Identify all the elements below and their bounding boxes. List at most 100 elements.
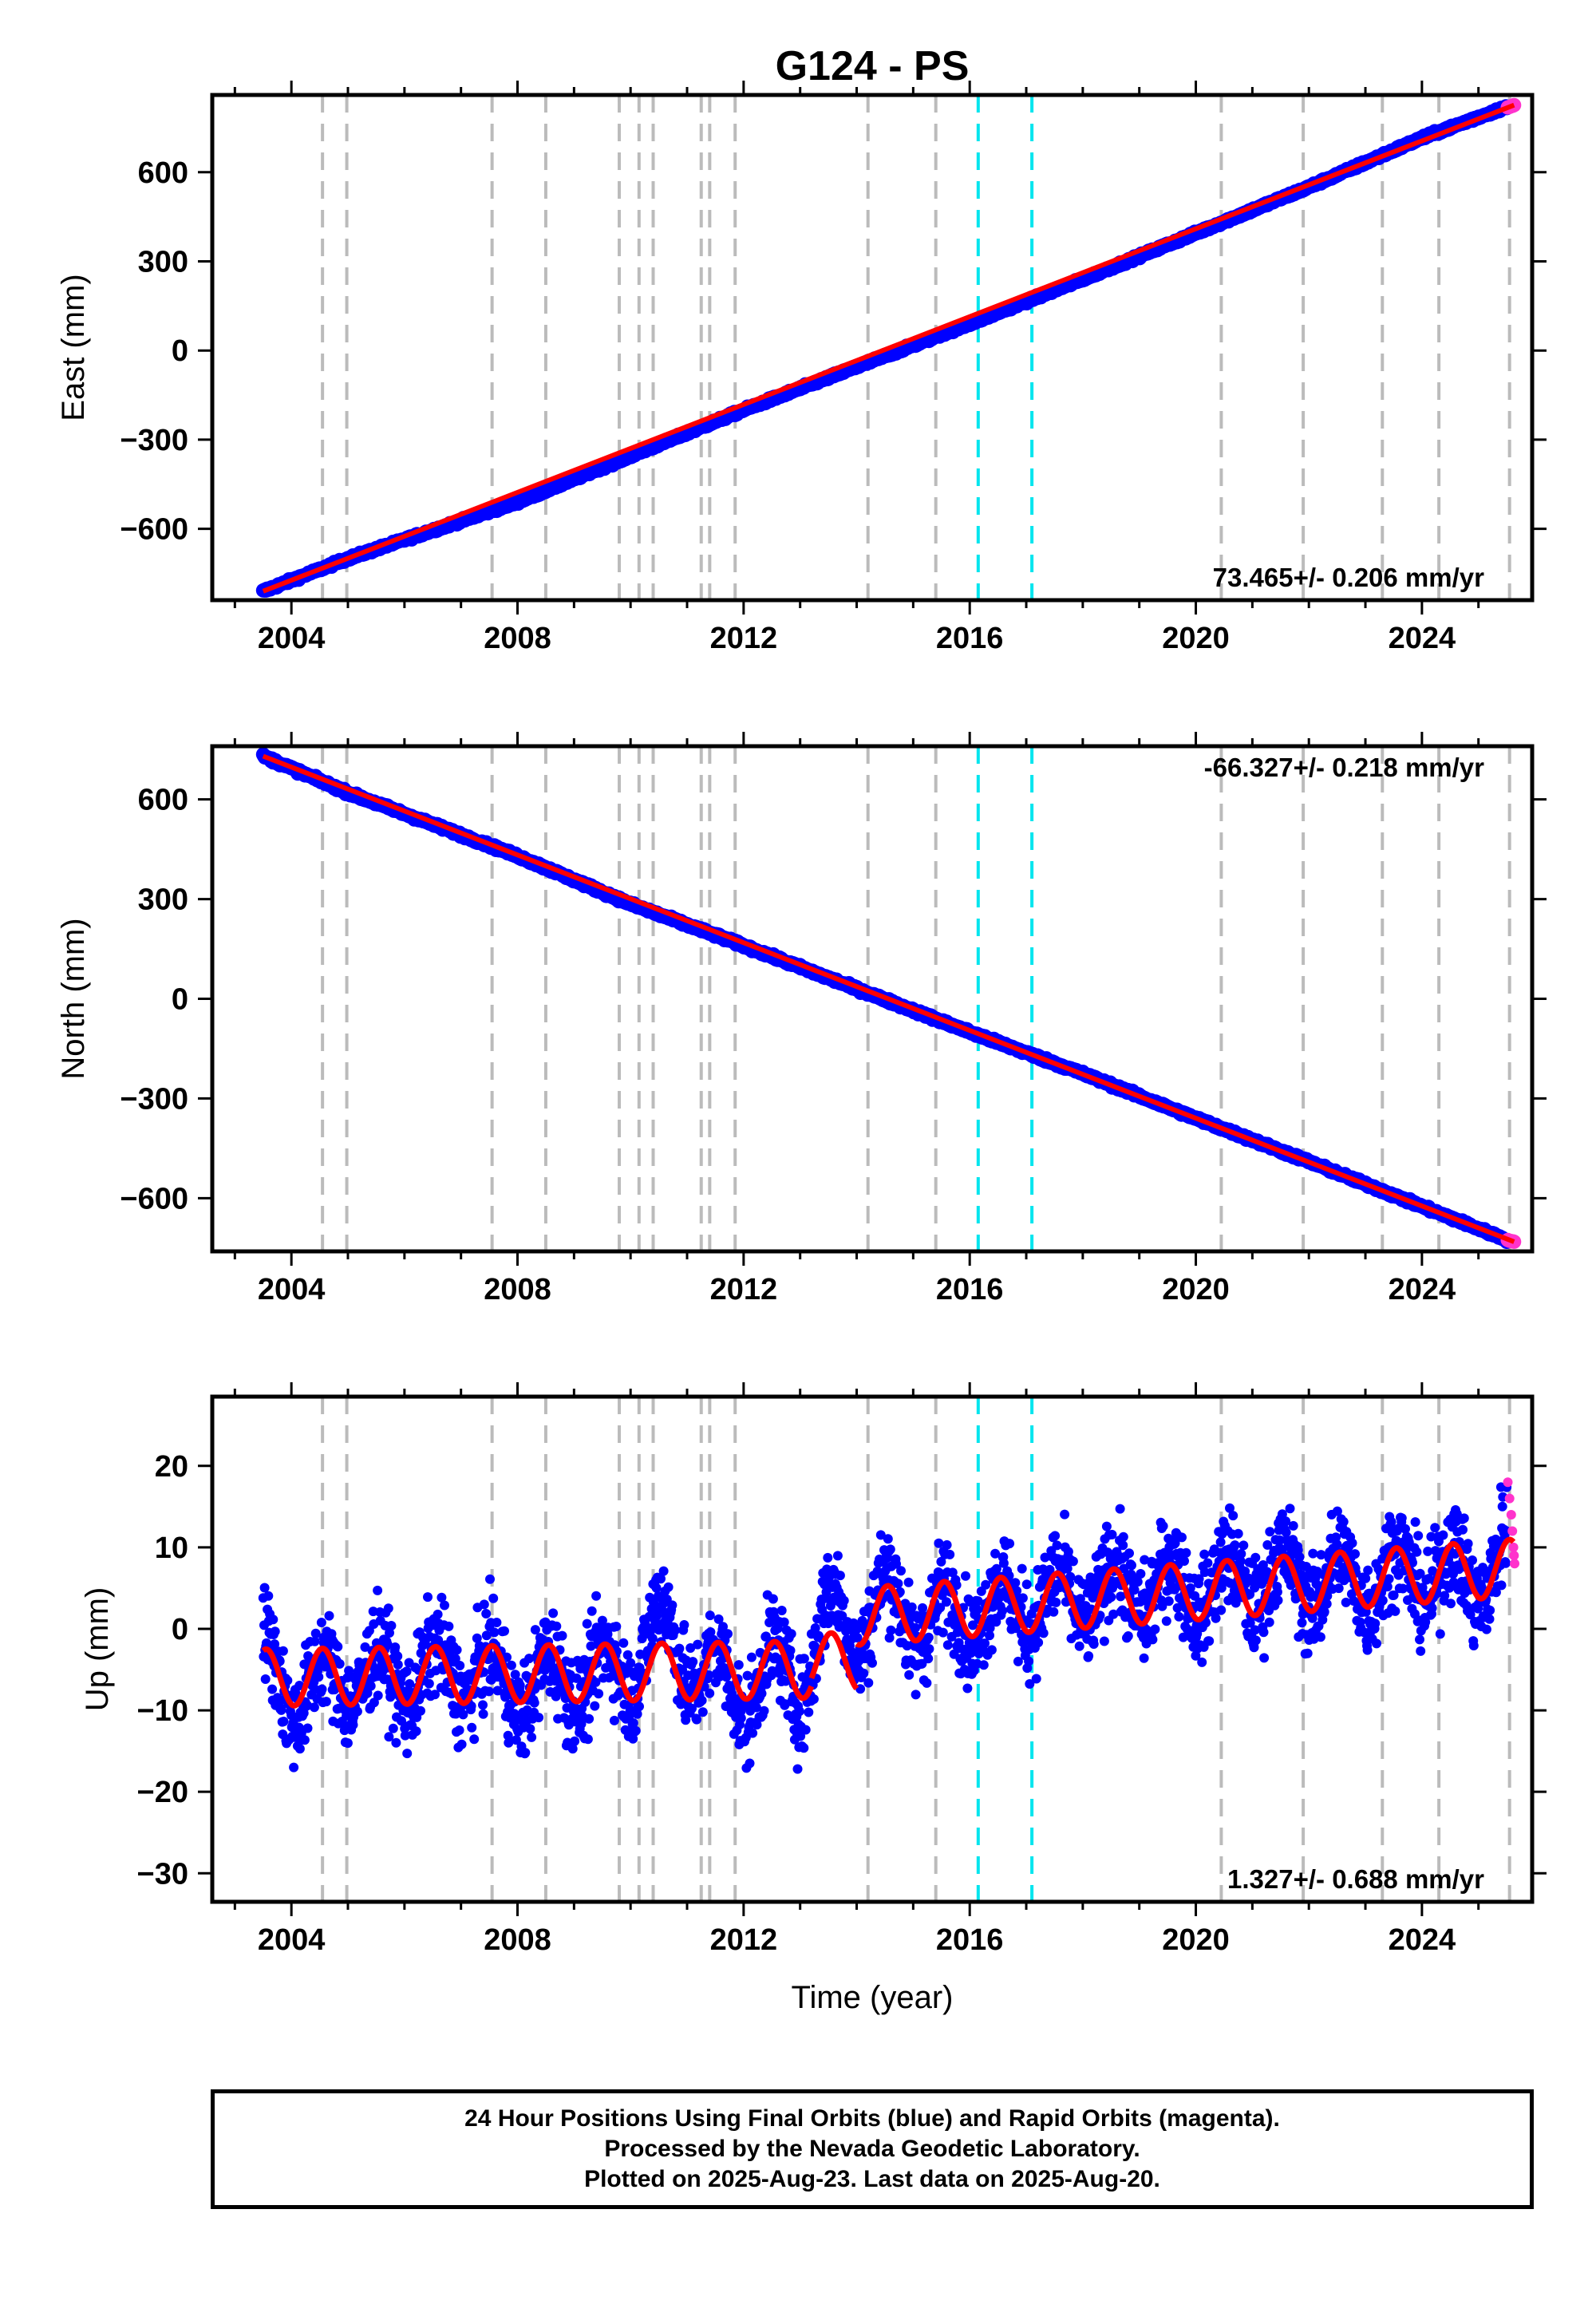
final-orbit-point bbox=[685, 1643, 696, 1653]
final-orbit-point bbox=[942, 1640, 953, 1650]
final-orbit-point bbox=[1045, 1564, 1055, 1575]
final-orbit-point bbox=[799, 1654, 809, 1664]
final-orbit-point bbox=[667, 1600, 678, 1611]
x-tick-label: 2012 bbox=[710, 622, 778, 655]
final-orbit-point bbox=[628, 1718, 638, 1728]
final-orbit-point bbox=[310, 1628, 321, 1638]
final-orbit-point bbox=[268, 1614, 279, 1625]
final-orbit-point bbox=[278, 1646, 288, 1656]
final-orbit-point bbox=[885, 1544, 895, 1555]
x-tick-label: 2016 bbox=[936, 1273, 1004, 1306]
final-orbit-point bbox=[489, 1627, 500, 1638]
final-orbit-point bbox=[705, 1611, 715, 1621]
final-orbit-point bbox=[1197, 1657, 1207, 1667]
final-orbit-point bbox=[299, 1735, 310, 1745]
final-orbit-point bbox=[570, 1736, 580, 1746]
final-orbit-point bbox=[751, 1702, 761, 1713]
final-orbit-point bbox=[524, 1654, 535, 1664]
x-tick-label: 2020 bbox=[1162, 1273, 1230, 1306]
final-orbit-point bbox=[966, 1648, 976, 1658]
final-orbit-point bbox=[602, 1629, 613, 1639]
final-orbit-point bbox=[321, 1697, 331, 1707]
final-orbit-point bbox=[670, 1625, 680, 1635]
final-orbit-point bbox=[467, 1722, 477, 1733]
final-orbit-point bbox=[298, 1708, 309, 1718]
x-tick-label: 2004 bbox=[258, 1273, 326, 1306]
final-orbit-point bbox=[433, 1609, 443, 1619]
final-orbit-point bbox=[270, 1639, 280, 1650]
x-tick-label: 2024 bbox=[1389, 1273, 1456, 1306]
final-orbit-point bbox=[384, 1732, 394, 1742]
final-orbit-point bbox=[1199, 1549, 1210, 1559]
final-orbit-point bbox=[478, 1709, 488, 1719]
final-orbit-point bbox=[1033, 1638, 1044, 1648]
final-orbit-point bbox=[310, 1636, 320, 1646]
final-orbit-point bbox=[1010, 1578, 1021, 1588]
final-orbit-point bbox=[1031, 1674, 1041, 1684]
final-orbit-point bbox=[1116, 1591, 1126, 1602]
final-orbit-point bbox=[500, 1626, 509, 1636]
final-orbit-point bbox=[998, 1606, 1008, 1616]
final-orbit-point bbox=[294, 1681, 305, 1690]
final-orbit-point bbox=[1052, 1540, 1062, 1551]
final-orbit-point bbox=[485, 1574, 495, 1584]
final-orbit-point bbox=[591, 1591, 602, 1601]
up-plot-area bbox=[258, 1397, 1519, 1902]
final-orbit-point bbox=[484, 1686, 494, 1697]
final-orbit-point bbox=[780, 1676, 791, 1686]
final-orbit-point bbox=[986, 1645, 997, 1655]
x-tick-label: 2020 bbox=[1162, 622, 1230, 655]
final-orbit-point bbox=[1063, 1547, 1073, 1557]
final-orbit-point bbox=[1118, 1531, 1128, 1542]
final-orbit-point bbox=[481, 1630, 492, 1641]
final-orbit-point bbox=[978, 1660, 989, 1670]
final-orbit-point bbox=[891, 1559, 901, 1569]
final-orbit-point bbox=[759, 1705, 769, 1716]
final-orbit-point bbox=[823, 1552, 833, 1563]
final-orbit-point bbox=[692, 1714, 701, 1725]
final-orbit-point bbox=[402, 1749, 413, 1759]
final-orbit-point bbox=[923, 1632, 934, 1642]
panels: 2004 2008 2012 2016 2020 2024−600−3000300600E… bbox=[56, 81, 1547, 1957]
final-orbit-point bbox=[548, 1608, 559, 1618]
final-orbit-point bbox=[1068, 1556, 1078, 1567]
final-orbit-point bbox=[454, 1725, 464, 1735]
final-orbit-point bbox=[609, 1715, 619, 1725]
final-orbit-point bbox=[472, 1633, 482, 1643]
east-frame bbox=[210, 93, 1535, 603]
final-orbit-point bbox=[705, 1627, 716, 1637]
final-orbit-point bbox=[1170, 1538, 1180, 1548]
final-orbit-point bbox=[259, 1583, 270, 1593]
final-orbit-point bbox=[985, 1630, 994, 1641]
final-orbit-point bbox=[520, 1748, 531, 1758]
final-orbit-point bbox=[416, 1705, 425, 1716]
north-y-axis-label: North (mm) bbox=[56, 918, 91, 1079]
final-orbit-point bbox=[808, 1694, 819, 1704]
final-orbit-point bbox=[693, 1639, 703, 1650]
final-orbit-point bbox=[1107, 1529, 1117, 1539]
final-orbit-point bbox=[800, 1725, 811, 1735]
final-orbit-point bbox=[647, 1634, 658, 1643]
final-orbit-point bbox=[736, 1713, 746, 1723]
north-panel: 2004 2008 2012 2016 2020 2024−600−3000300600N… bbox=[56, 732, 1547, 1306]
final-orbit-point bbox=[282, 1675, 293, 1686]
final-orbit-point bbox=[688, 1657, 698, 1667]
final-orbit-point bbox=[525, 1724, 535, 1734]
final-orbit-point bbox=[1038, 1628, 1049, 1638]
final-orbit-point bbox=[458, 1709, 468, 1720]
final-orbit-point bbox=[1025, 1679, 1035, 1689]
final-orbit-point bbox=[859, 1668, 869, 1678]
final-orbit-point bbox=[745, 1758, 755, 1769]
final-orbit-point bbox=[557, 1630, 567, 1641]
x-tick-label: 2004 bbox=[258, 622, 326, 655]
final-orbit-point bbox=[697, 1707, 708, 1717]
final-orbit-point bbox=[560, 1694, 571, 1703]
final-orbit-point bbox=[316, 1618, 326, 1627]
final-orbit-point bbox=[1150, 1624, 1160, 1634]
final-orbit-point bbox=[260, 1674, 271, 1684]
final-orbit-point bbox=[365, 1681, 376, 1691]
final-orbit-point bbox=[530, 1625, 540, 1635]
y-tick-label: 300 bbox=[138, 246, 188, 279]
final-orbit-point bbox=[314, 1672, 324, 1682]
